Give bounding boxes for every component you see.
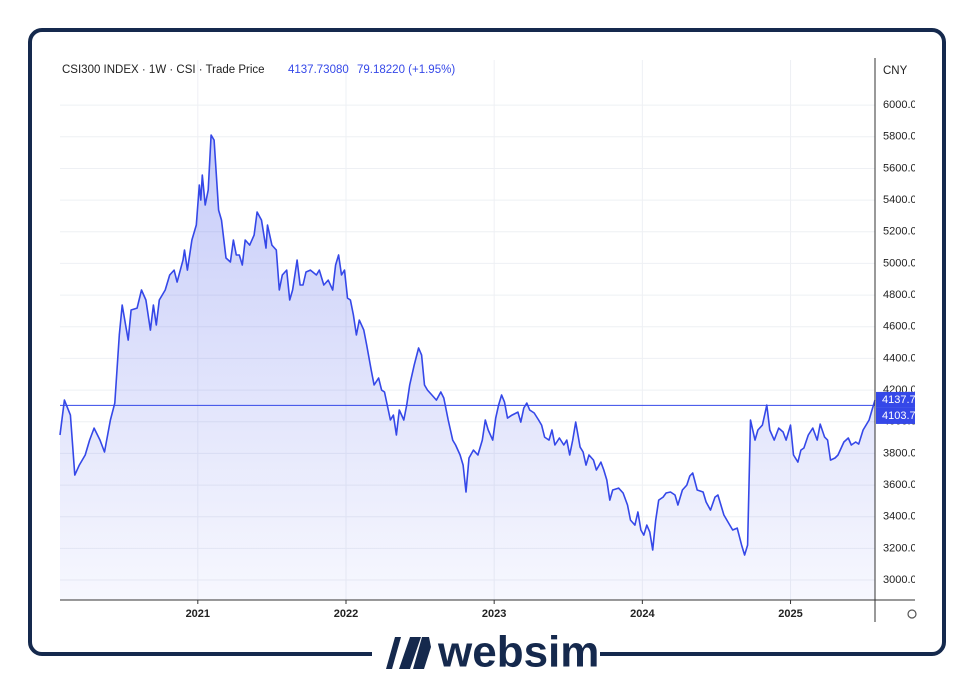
price-tag-label: 4137.73080 (882, 394, 940, 406)
x-tick-label: 2022 (334, 608, 358, 620)
plot: 2021 2022 2023 2024 2025 (59, 58, 915, 622)
y-tick-label: 4600.00 (883, 321, 923, 333)
y-tick-label: 5000.00 (883, 257, 923, 269)
price-tag (876, 407, 915, 424)
y-tick-label: 5600.00 (883, 162, 923, 174)
y-tick-label: 5800.00 (883, 131, 923, 143)
price-axis: 3000.003200.003400.003600.003800.004000.… (876, 99, 940, 586)
y-tick-label: 6000.00 (883, 99, 923, 111)
last-price: 4137.73080 (288, 64, 349, 76)
price-line (59, 134, 876, 556)
currency: CNY (883, 65, 908, 77)
y-tick-label: 3800.00 (883, 447, 923, 459)
y-tick-label: 5400.00 (883, 194, 923, 206)
x-tick-label: 2024 (630, 608, 655, 620)
y-tick-label: 4800.00 (883, 289, 923, 301)
y-tick-label: 3400.00 (883, 511, 923, 523)
logo-mark (386, 637, 431, 669)
y-tick-label: 3200.00 (883, 542, 923, 554)
settings-icon[interactable] (907, 609, 917, 619)
y-tick-label: 5200.00 (883, 226, 923, 238)
x-tick-label: 2025 (778, 608, 802, 620)
area-fill (60, 135, 875, 600)
y-tick-label: 3000.00 (883, 574, 923, 586)
brand-name: websim (437, 628, 599, 677)
x-tick-label: 2021 (186, 608, 210, 620)
price-tag (876, 391, 915, 408)
price-change: 79.18220 (+1.95%) (357, 64, 455, 76)
symbol-info: CSI300 INDEX · 1W · CSI · Trade Price (62, 64, 265, 76)
price-tag-label: 4103.7 (882, 410, 916, 422)
y-tick-label: 4400.00 (883, 352, 923, 364)
y-tick-label: 3600.00 (883, 479, 923, 491)
x-tick-label: 2023 (482, 608, 506, 620)
